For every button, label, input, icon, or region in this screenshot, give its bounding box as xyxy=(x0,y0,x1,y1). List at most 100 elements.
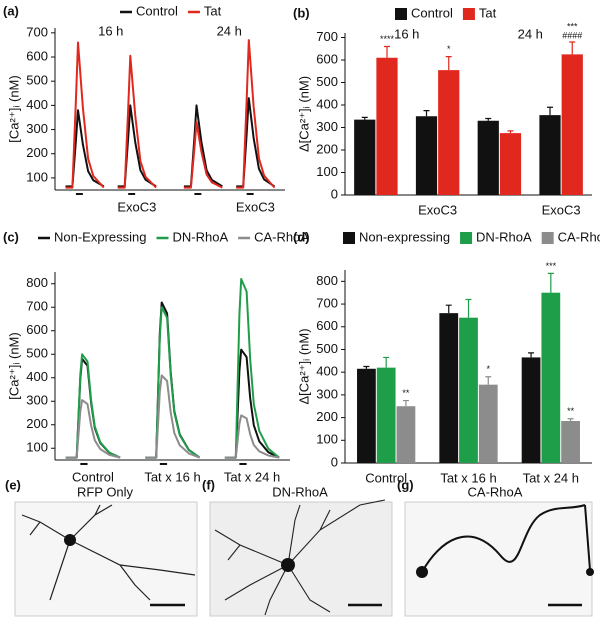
error-bar xyxy=(528,352,535,358)
error-bar xyxy=(402,399,409,407)
significance: **** xyxy=(380,34,395,44)
neuron xyxy=(21,504,196,601)
panel-label: (d) xyxy=(293,229,310,244)
error-bar xyxy=(361,116,368,120)
y-tick-label: 200 xyxy=(26,145,48,160)
significance: #### xyxy=(562,30,582,40)
bar xyxy=(561,54,583,195)
trace-label: Control xyxy=(72,469,114,484)
error-bar xyxy=(445,304,452,314)
y-tick-label: 700 xyxy=(26,24,48,39)
group-label: 16 h xyxy=(394,26,419,41)
image-title: RFP Only xyxy=(77,484,134,499)
y-tick-label: 100 xyxy=(26,440,48,455)
significance: *** xyxy=(546,261,557,271)
y-tick-label: 0 xyxy=(331,186,338,201)
y-tick-label: 400 xyxy=(26,369,48,384)
x-tick-label: Tat x 24 h xyxy=(523,470,579,485)
legend-label: DN-RhoA xyxy=(173,229,229,244)
error-bar xyxy=(567,418,574,421)
bar xyxy=(477,120,499,195)
significance: * xyxy=(487,364,491,374)
y-tick-label: 600 xyxy=(316,318,338,333)
bar xyxy=(396,406,416,463)
trace xyxy=(65,278,280,459)
neuron xyxy=(421,504,591,573)
legend-label: Control xyxy=(411,5,453,20)
y-tick-label: 500 xyxy=(316,341,338,356)
x-tick-label: Control xyxy=(365,470,407,485)
y-tick-label: 0 xyxy=(331,454,338,469)
bar xyxy=(438,70,460,195)
y-tick-label: 500 xyxy=(316,74,338,89)
trace xyxy=(65,97,276,188)
legend-label: Non-expressing xyxy=(359,229,450,244)
y-tick-label: 300 xyxy=(316,119,338,134)
panel-label: (g) xyxy=(397,477,414,492)
legend-label: Non-Expressing xyxy=(54,229,147,244)
soma xyxy=(281,558,295,572)
y-tick-label: 500 xyxy=(26,346,48,361)
y-tick-label: 600 xyxy=(316,51,338,66)
y-tick-label: 300 xyxy=(26,121,48,136)
y-axis-label: Δ[Ca²⁺]ᵢ (nM) xyxy=(296,76,311,152)
soma xyxy=(64,534,76,546)
y-tick-label: 100 xyxy=(26,169,48,184)
panel-label: (e) xyxy=(5,477,21,492)
significance: *** xyxy=(567,21,578,31)
error-bar xyxy=(569,41,576,55)
error-bar xyxy=(383,356,390,368)
panel-label: (c) xyxy=(3,229,19,244)
y-tick-label: 200 xyxy=(26,416,48,431)
group-label: 16 h xyxy=(98,23,123,38)
y-tick-label: 200 xyxy=(316,141,338,156)
error-bar xyxy=(547,272,554,293)
panel-label: (f) xyxy=(202,477,215,492)
legend-label: Tat xyxy=(204,3,222,18)
trace-label: ExoC3 xyxy=(117,199,156,214)
bar xyxy=(415,116,438,195)
bar xyxy=(459,317,478,463)
image-panels: (e) RFP Only (f) DN-RhoA (g) CA-RhoA xyxy=(5,477,594,617)
y-tick-label: 700 xyxy=(316,29,338,44)
group-label: 24 h xyxy=(518,26,543,41)
y-tick-label: 700 xyxy=(316,295,338,310)
error-bar xyxy=(383,45,390,58)
trace xyxy=(65,39,276,189)
error-bar xyxy=(363,365,370,369)
y-tick-label: 300 xyxy=(316,386,338,401)
bar xyxy=(521,357,541,463)
error-bar xyxy=(547,106,554,116)
error-bar xyxy=(445,56,452,71)
y-axis-label: [Ca²⁺]ᵢ (nM) xyxy=(6,75,21,142)
bar xyxy=(561,420,580,463)
legend-label: Tat xyxy=(479,5,497,20)
y-tick-label: 800 xyxy=(26,275,48,290)
image-title: CA-RhoA xyxy=(468,484,523,499)
soma xyxy=(416,566,428,578)
micrograph xyxy=(14,501,198,617)
panel-label: (a) xyxy=(3,3,19,18)
significance: ** xyxy=(567,406,575,416)
panel-label: (b) xyxy=(293,5,310,20)
error-bar xyxy=(423,110,430,117)
legend-label: CA-RhoA xyxy=(254,229,309,244)
y-tick-label: 700 xyxy=(26,299,48,314)
y-tick-label: 400 xyxy=(316,364,338,379)
legend-swatch xyxy=(395,8,407,20)
micrograph xyxy=(404,501,593,617)
y-tick-label: 400 xyxy=(316,96,338,111)
y-tick-label: 400 xyxy=(26,97,48,112)
significance: * xyxy=(447,44,451,54)
bar xyxy=(541,292,561,463)
y-tick-label: 100 xyxy=(316,164,338,179)
bar xyxy=(439,313,459,463)
error-bar xyxy=(485,117,492,121)
y-axis-label: Δ[Ca²⁺]ᵢ (nM) xyxy=(296,328,311,404)
legend-swatch xyxy=(343,232,355,244)
legend-swatch xyxy=(541,232,554,244)
group-label: 24 h xyxy=(217,23,242,38)
legend-swatch xyxy=(460,232,473,244)
trace-label: ExoC3 xyxy=(236,199,275,214)
